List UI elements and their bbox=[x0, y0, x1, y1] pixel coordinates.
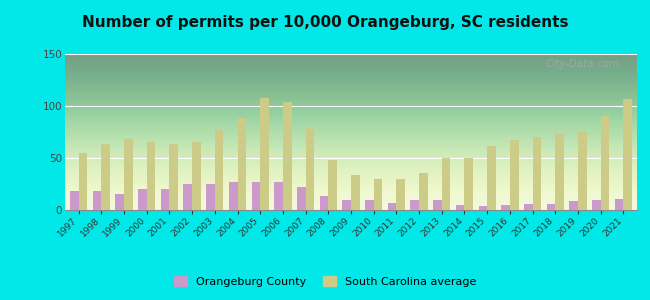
Bar bbox=[615, 199, 623, 210]
Bar bbox=[488, 146, 496, 210]
Bar bbox=[101, 145, 110, 210]
Bar bbox=[138, 189, 147, 210]
Bar bbox=[365, 200, 374, 210]
Bar bbox=[396, 179, 405, 210]
Bar bbox=[419, 172, 428, 210]
Bar bbox=[297, 187, 306, 210]
Bar bbox=[93, 191, 101, 210]
Bar bbox=[274, 182, 283, 210]
Bar bbox=[524, 204, 532, 210]
Bar bbox=[601, 116, 609, 210]
Bar bbox=[592, 200, 601, 210]
Bar bbox=[578, 132, 586, 210]
Bar bbox=[351, 175, 359, 210]
Bar bbox=[465, 158, 473, 210]
Bar bbox=[283, 102, 292, 210]
Bar bbox=[306, 128, 314, 210]
Bar bbox=[328, 160, 337, 210]
Bar bbox=[442, 158, 450, 210]
Bar bbox=[214, 130, 224, 210]
Bar bbox=[532, 137, 541, 210]
Bar bbox=[124, 139, 133, 210]
Bar bbox=[260, 98, 269, 210]
Bar bbox=[510, 140, 519, 210]
Bar bbox=[161, 189, 170, 210]
Bar bbox=[501, 205, 510, 210]
Bar bbox=[569, 201, 578, 210]
Bar bbox=[192, 142, 201, 210]
Bar bbox=[170, 145, 178, 210]
Bar bbox=[79, 153, 87, 210]
Legend: Orangeburg County, South Carolina average: Orangeburg County, South Carolina averag… bbox=[169, 272, 481, 291]
Bar bbox=[623, 99, 632, 210]
Bar bbox=[320, 196, 328, 210]
Bar bbox=[206, 184, 215, 210]
Bar bbox=[433, 200, 442, 210]
Text: Number of permits per 10,000 Orangeburg, SC residents: Number of permits per 10,000 Orangeburg,… bbox=[82, 15, 568, 30]
Bar bbox=[547, 204, 555, 210]
Bar bbox=[456, 205, 465, 210]
Bar bbox=[183, 184, 192, 210]
Bar bbox=[147, 142, 155, 210]
Bar bbox=[388, 203, 396, 210]
Bar bbox=[229, 182, 237, 210]
Bar bbox=[555, 133, 564, 210]
Bar bbox=[70, 191, 79, 210]
Bar bbox=[374, 179, 382, 210]
Bar bbox=[478, 206, 488, 210]
Text: City-Data.com: City-Data.com bbox=[546, 59, 620, 69]
Bar bbox=[237, 118, 246, 210]
Bar bbox=[252, 182, 260, 210]
Bar bbox=[343, 200, 351, 210]
Bar bbox=[116, 194, 124, 210]
Bar bbox=[410, 200, 419, 210]
